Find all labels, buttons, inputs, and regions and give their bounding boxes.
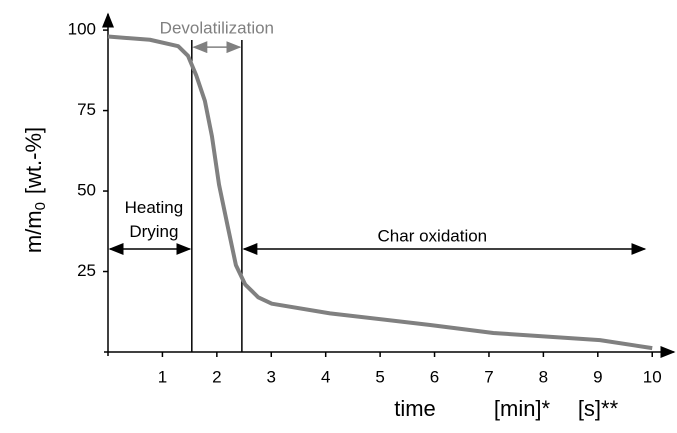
y-tick-label: 75	[77, 100, 96, 119]
annotation-line: Drying	[129, 222, 178, 241]
y-label-main: m/m	[21, 210, 46, 253]
y-axis-label: m/m0 [wt.-%]	[21, 127, 49, 253]
y-label-sub: 0	[32, 202, 49, 210]
y-tick-label: 50	[77, 181, 96, 200]
x-tick-label: 8	[539, 367, 548, 386]
y-tick-label: 100	[68, 20, 96, 39]
y-label-unit: [wt.-%]	[21, 127, 46, 194]
x-tick-label: 4	[321, 367, 330, 386]
y-tick-label: 25	[77, 261, 96, 280]
x-tick-label: 5	[375, 367, 384, 386]
annotation: Char oxidation	[378, 226, 488, 245]
x-axis-unit-min: [min]*	[494, 396, 551, 421]
x-axis-unit-s: [s]**	[578, 396, 619, 421]
x-tick-label: 6	[430, 367, 439, 386]
mass-curve	[107, 34, 653, 351]
x-tick-label: 7	[484, 367, 493, 386]
x-tick-label: 3	[267, 367, 276, 386]
annotation-line: Heating	[125, 198, 184, 217]
x-tick-label: 9	[593, 367, 602, 386]
x-tick-label: 1	[158, 367, 167, 386]
x-tick-label: 10	[643, 367, 662, 386]
annotation: Heating Drying	[125, 198, 184, 241]
x-axis-label: time	[394, 396, 436, 421]
x-tick-label: 2	[212, 367, 221, 386]
annotation: Devolatilization	[160, 18, 274, 37]
